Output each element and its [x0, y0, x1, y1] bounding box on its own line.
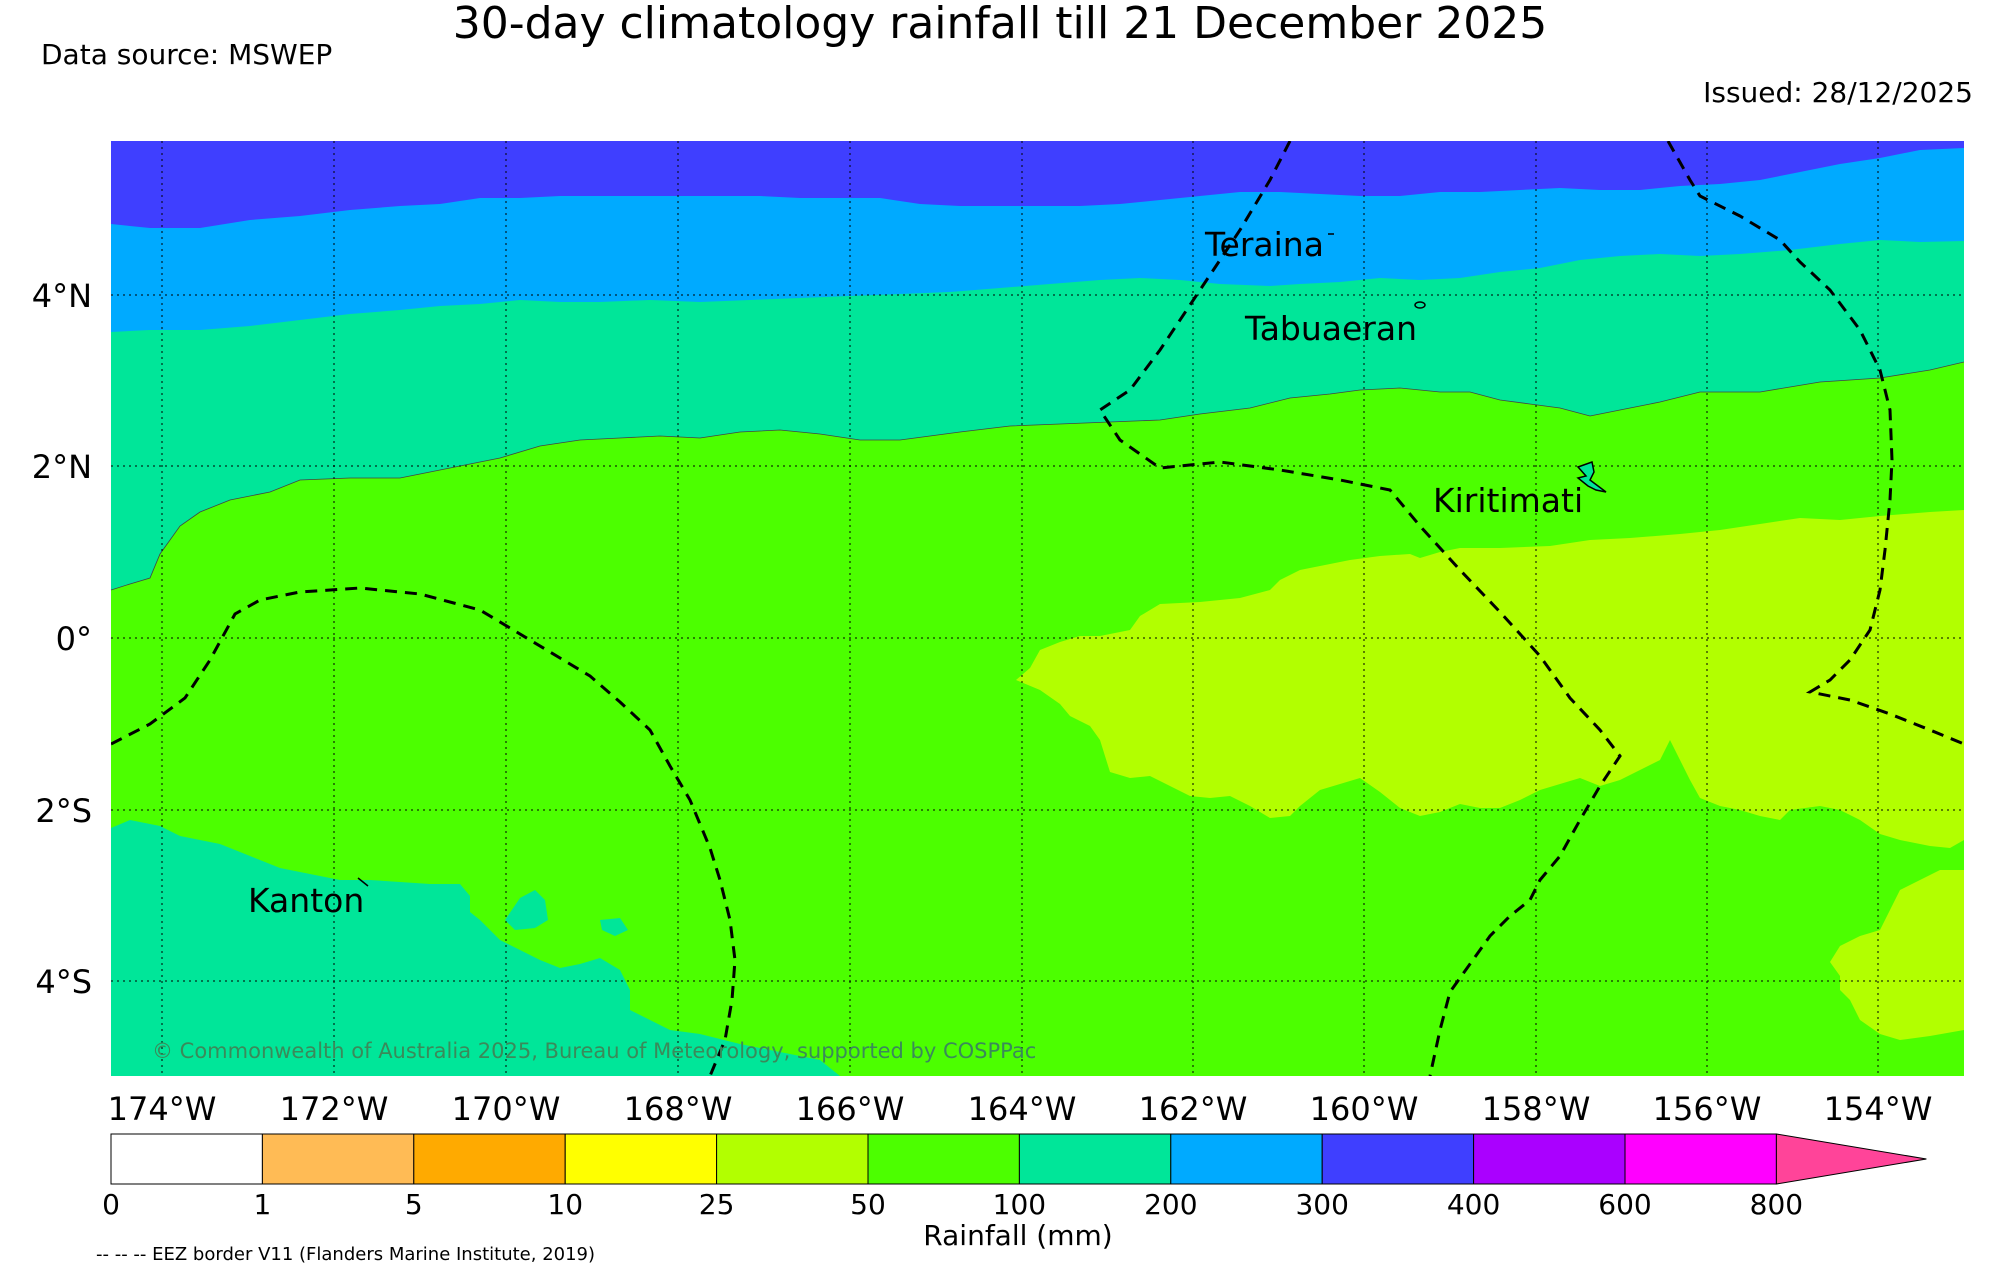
- colorbar-tick-label: 800: [1750, 1188, 1803, 1221]
- kanton-outline: [357, 877, 369, 887]
- eez-border: [1666, 141, 1964, 746]
- contour-lines: [111, 361, 1964, 591]
- colorbar-swatch: [716, 1133, 869, 1185]
- colorbar-swatch: [867, 1133, 1020, 1185]
- colorbar-tick-label: 300: [1295, 1188, 1348, 1221]
- colorbar-extension-triangle: [1775, 1133, 1927, 1185]
- longitude-label: 174°W: [108, 1090, 217, 1128]
- eez-border: [111, 586, 737, 1076]
- longitude-label: 162°W: [1139, 1090, 1248, 1128]
- colorbar-swatch: [110, 1133, 263, 1185]
- field-100-200-islet-b: [600, 918, 628, 936]
- longitude-label: 170°W: [452, 1090, 561, 1128]
- colorbar-tick-label: 10: [547, 1188, 583, 1221]
- field-300-400: [111, 141, 1964, 228]
- eez-borders: [111, 141, 1964, 1076]
- colorbar-tick-label: 25: [699, 1188, 735, 1221]
- latitude-label: 2°N: [32, 448, 92, 486]
- colorbar-swatch: [1170, 1133, 1323, 1185]
- longitude-label: 172°W: [280, 1090, 389, 1128]
- colorbar-swatch: [1018, 1133, 1172, 1185]
- colorbar-tick-label: 200: [1144, 1188, 1197, 1221]
- field-100-200-islet-a: [505, 890, 548, 930]
- place-label-kiritimati: Kiritimati: [1433, 481, 1583, 520]
- colorbar-tick-label: 1: [253, 1188, 271, 1221]
- latitude-labels: 4°N 2°N 0° 2°S 4°S: [32, 277, 92, 1001]
- colorbar-swatch: [261, 1133, 415, 1185]
- field-25-50-central: [1016, 510, 1964, 848]
- copyright-notice: © Commonwealth of Australia 2025, Bureau…: [152, 1039, 1036, 1063]
- place-labels: Teraina Tabuaeran Kiritimati Kanton: [248, 225, 1583, 920]
- colorbar-tick-label: 600: [1598, 1188, 1651, 1221]
- colorbar: 0 1 5 10 25 50 100 200 300 400 600 800: [102, 1133, 1927, 1221]
- map-title: 30-day climatology rainfall till 21 Dece…: [452, 0, 1548, 49]
- issued-date: Issued: 28/12/2025: [1703, 76, 1973, 109]
- colorbar-swatch: [1321, 1133, 1475, 1185]
- longitude-label: 156°W: [1653, 1090, 1762, 1128]
- colorbar-tick-label: 100: [993, 1188, 1046, 1221]
- latitude-label: 0°: [56, 620, 92, 658]
- colorbar-tick-label: 50: [850, 1188, 886, 1221]
- longitude-label: 166°W: [796, 1090, 905, 1128]
- colorbar-tick-label: 400: [1447, 1188, 1500, 1221]
- islands: [357, 233, 1607, 887]
- field-100-200-southwest: [111, 820, 840, 1076]
- colorbar-swatch: [1624, 1133, 1777, 1185]
- place-label-tabuaeran: Tabuaeran: [1244, 309, 1417, 348]
- latitude-label: 2°S: [35, 792, 92, 830]
- field-25-50-southeast: [1830, 870, 1964, 1040]
- colorbar-tick-label: 5: [405, 1188, 423, 1221]
- longitude-labels: 174°W 172°W 170°W 168°W 166°W 164°W 162°W 160°W…: [108, 1090, 1933, 1128]
- kiritimati-outline: [1576, 461, 1607, 493]
- colorbar-swatch: [1473, 1133, 1626, 1185]
- data-source: Data source: MSWEP: [41, 38, 333, 71]
- place-label-teraina: Teraina: [1204, 225, 1324, 264]
- longitude-label: 158°W: [1482, 1090, 1591, 1128]
- longitude-label: 164°W: [968, 1090, 1077, 1128]
- colorbar-tick-label: 0: [102, 1188, 120, 1221]
- latitude-label: 4°N: [32, 277, 92, 315]
- place-label-kanton: Kanton: [248, 881, 364, 920]
- colorbar-swatch: [413, 1133, 566, 1185]
- contour-line: [111, 361, 1964, 591]
- eez-legend-note: -- -- -- EEZ border V11 (Flanders Marine…: [96, 1244, 595, 1265]
- longitude-label: 154°W: [1824, 1090, 1933, 1128]
- colorbar-label: Rainfall (mm): [923, 1219, 1112, 1252]
- rainfall-fields: [111, 141, 1964, 1076]
- colorbar-swatch: [564, 1133, 718, 1185]
- longitude-label: 168°W: [624, 1090, 733, 1128]
- latitude-label: 4°S: [35, 963, 92, 1001]
- tabuaeran-outline: [1414, 301, 1426, 309]
- longitude-label: 160°W: [1310, 1090, 1419, 1128]
